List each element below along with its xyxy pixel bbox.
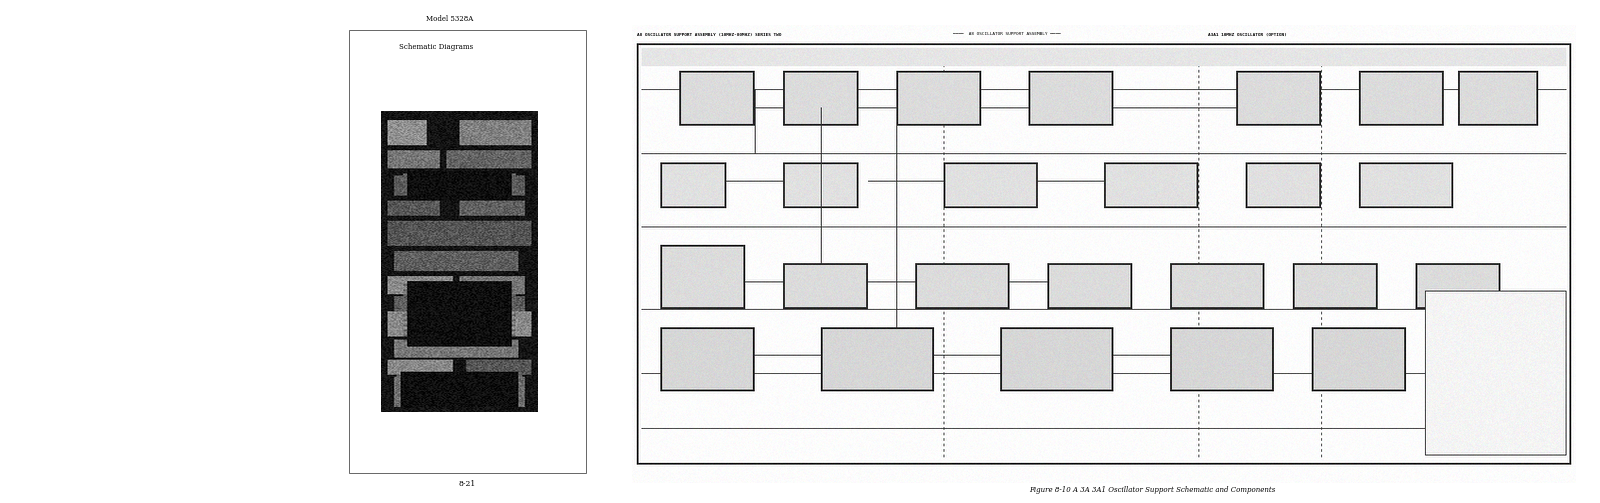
Text: Figure 8-10 A 3A 3A1 Oscillator Support Schematic and Components: Figure 8-10 A 3A 3A1 Oscillator Support … [1029,486,1275,494]
Bar [349,30,586,473]
Text: A3A1 10MHZ OSCILLATOR (OPTION): A3A1 10MHZ OSCILLATOR (OPTION) [1208,33,1286,37]
Text: Model 5328A: Model 5328A [426,15,474,23]
Text: Schematic Diagrams: Schematic Diagrams [400,43,474,51]
Text: 8-21: 8-21 [459,480,475,488]
Text: A8 OSCILLATOR SUPPORT ASSEMBLY (10MHZ-80MHZ) SERIES TWO: A8 OSCILLATOR SUPPORT ASSEMBLY (10MHZ-80… [637,33,781,37]
Text: ────  A8 OSCILLATOR SUPPORT ASSEMBLY ────: ──── A8 OSCILLATOR SUPPORT ASSEMBLY ──── [954,33,1061,37]
